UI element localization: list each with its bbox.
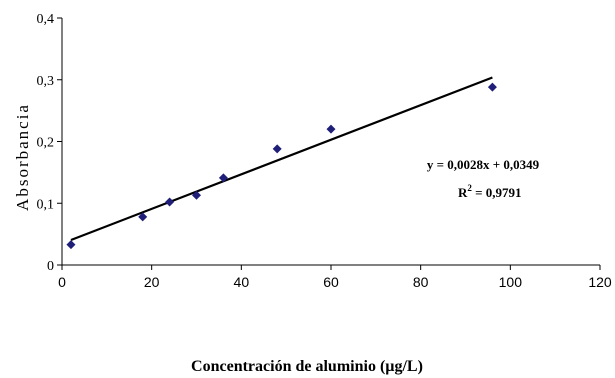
data-point-diamond	[272, 144, 282, 154]
data-points	[66, 82, 497, 250]
x-axis-label: Concentración de aluminio (µg/L)	[191, 358, 423, 375]
data-point-diamond	[326, 124, 336, 134]
data-point-diamond	[192, 190, 201, 200]
x-tick-label: 60	[323, 274, 339, 290]
x-tick-label: 120	[588, 274, 612, 290]
data-point-diamond	[165, 197, 175, 207]
y-axis-label: Absorbancia	[13, 103, 32, 211]
y-tick-label: 0,2	[37, 136, 55, 151]
y-tick-label: 0,3	[37, 74, 55, 89]
x-tick-label: 80	[413, 274, 429, 290]
data-point-diamond	[66, 240, 76, 250]
data-point-diamond	[487, 82, 497, 92]
equation-label: y = 0,0028x + 0,0349	[427, 157, 540, 172]
trendline	[70, 76, 493, 242]
x-ticks: 0 20 40 60 80 100 120	[58, 265, 612, 290]
r2-label: R2 = 0,9791	[458, 183, 522, 200]
x-tick-label: 40	[234, 274, 250, 290]
plot-area: 0 0,1 0,2 0,3 0,4 0 20 40 60 80 100 120	[37, 12, 612, 290]
data-point-diamond	[218, 173, 228, 183]
r2-value: = 0,9791	[472, 185, 522, 200]
r2-superscript: 2	[467, 183, 472, 193]
r2-r: R	[458, 185, 468, 200]
x-tick-label: 100	[499, 274, 523, 290]
x-tick-label: 0	[58, 274, 66, 290]
x-tick-label: 20	[144, 274, 160, 290]
data-point-diamond	[138, 212, 148, 222]
y-ticks: 0 0,1 0,2 0,3 0,4	[37, 12, 62, 274]
y-tick-label: 0,4	[37, 12, 55, 27]
y-tick-label: 0	[47, 259, 54, 274]
y-tick-label: 0,1	[37, 197, 55, 212]
